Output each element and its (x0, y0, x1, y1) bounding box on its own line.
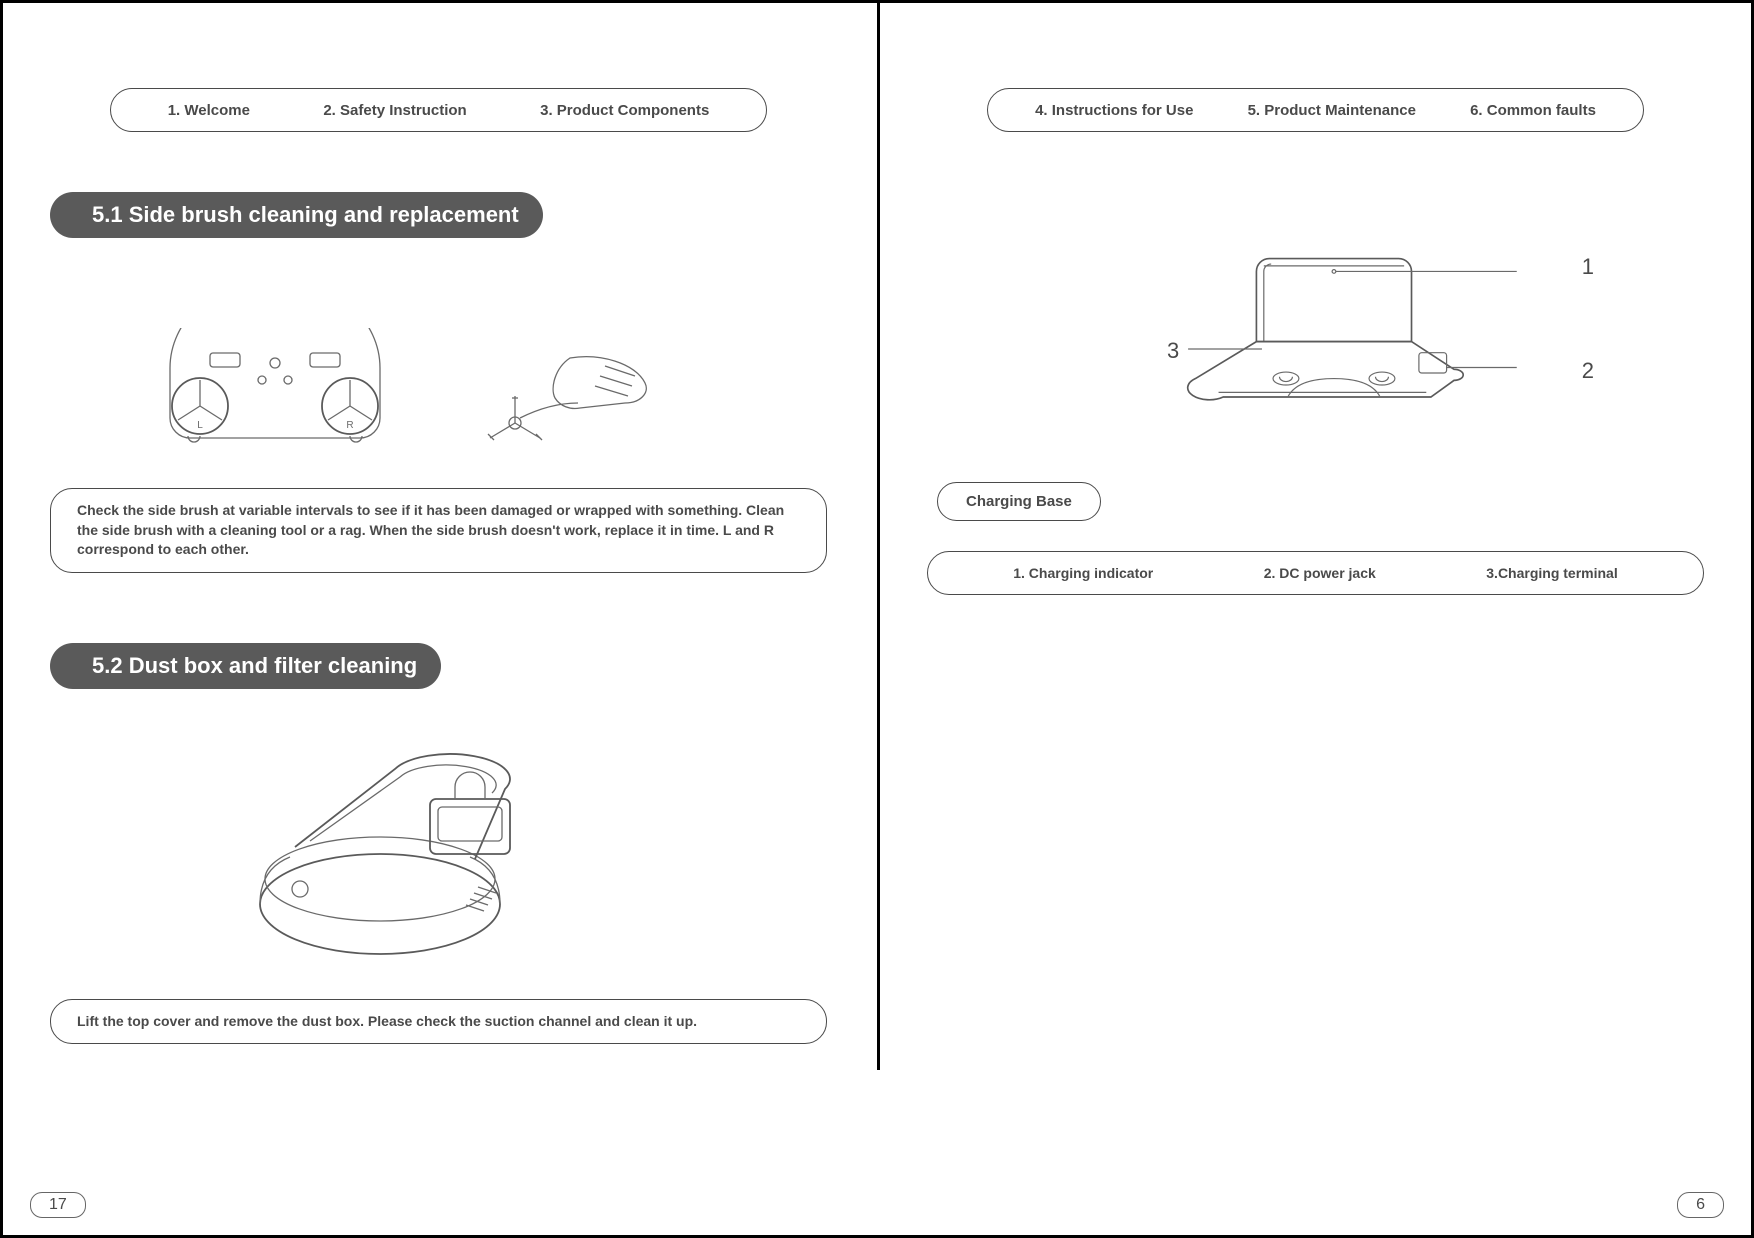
section-header-5-2: 5.2 Dust box and filter cleaning (50, 643, 441, 689)
callout-3: 3 (1167, 338, 1179, 364)
nav-item: 4. Instructions for Use (1035, 102, 1193, 119)
robot-bottom-illustration: L R (150, 328, 400, 458)
page-number-left: 17 (30, 1192, 86, 1218)
nav-pill-left: 1. Welcome 2. Safety Instruction 3. Prod… (110, 88, 767, 132)
nav-item: 5. Product Maintenance (1248, 102, 1416, 119)
charging-base-illustration: 1 2 3 (1057, 222, 1574, 452)
page-number-right: 6 (1677, 1192, 1724, 1218)
left-page: 1. Welcome 2. Safety Instruction 3. Prod… (0, 0, 877, 1238)
nav-item: 1. Welcome (168, 102, 250, 119)
nav-pill-right: 4. Instructions for Use 5. Product Maint… (987, 88, 1644, 132)
charging-legend: 1. Charging indicator 2. DC power jack 3… (927, 551, 1704, 595)
callout-1: 1 (1582, 254, 1594, 280)
legend-item: 3.Charging terminal (1486, 565, 1617, 581)
svg-text:R: R (346, 420, 353, 431)
dustbox-note: Lift the top cover and remove the dust b… (50, 999, 827, 1045)
charging-base-label: Charging Base (937, 482, 1101, 521)
hand-cleaning-illustration (460, 348, 660, 458)
section-header-5-1: 5.1 Side brush cleaning and replacement (50, 192, 543, 238)
svg-text:L: L (197, 420, 203, 431)
side-brush-note: Check the side brush at variable interva… (50, 488, 827, 573)
nav-item: 6. Common faults (1470, 102, 1596, 119)
callout-2: 2 (1582, 358, 1594, 384)
nav-item: 2. Safety Instruction (323, 102, 466, 119)
legend-item: 1. Charging indicator (1013, 565, 1153, 581)
legend-item: 2. DC power jack (1264, 565, 1376, 581)
dustbox-illustration (240, 729, 560, 969)
nav-item: 3. Product Components (540, 102, 709, 119)
side-brush-illustrations: L R (150, 328, 837, 458)
right-page: 4. Instructions for Use 5. Product Maint… (877, 0, 1754, 1238)
